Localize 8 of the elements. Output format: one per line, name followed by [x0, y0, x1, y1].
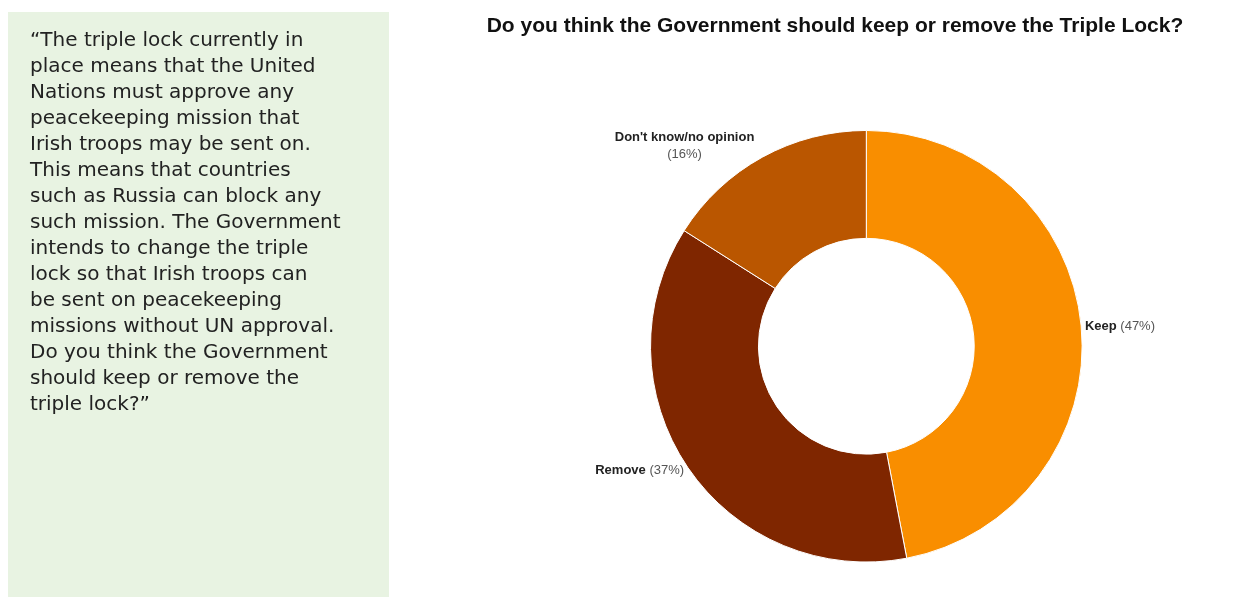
slice-label: Remove	[595, 462, 646, 478]
data-label: (47%)	[1120, 318, 1156, 334]
data-label: (16%)	[667, 145, 702, 161]
slice-label: Keep	[1084, 318, 1117, 334]
slice-label: Don't know/no opinion	[614, 128, 755, 144]
text: “The triple lock currently in place means that the United Nations must approve any peacekeeping mission that Irish troops may be sent on. This means that countries such as Russia can block any such mission. The Government intends to change the triple lock so that Irish troops can be sent on peacekeeping missions without UN approval. Do you think the Government should keep or remove the triple lock?”	[30, 27, 341, 415]
data-label: (37%)	[649, 462, 685, 478]
chart-title: Do you think the Government should keep or remove the Triple Lock?	[486, 13, 1184, 37]
